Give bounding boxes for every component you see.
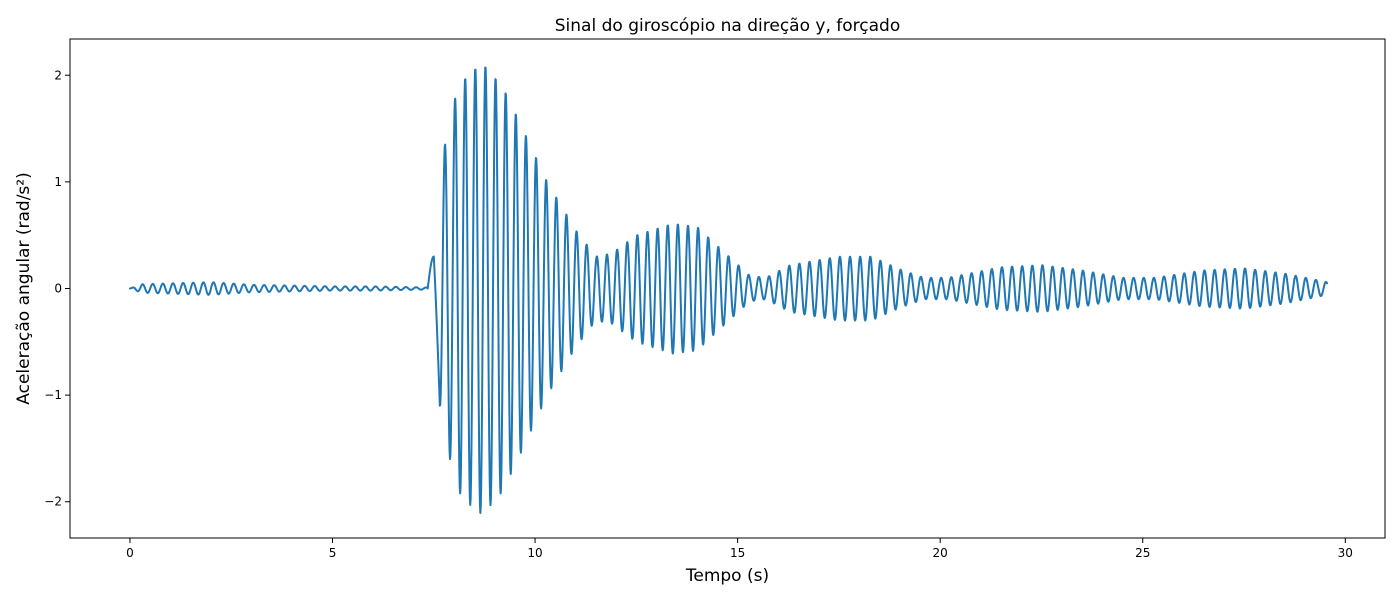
y-tick-label: −2 xyxy=(44,495,62,509)
x-tick-label: 15 xyxy=(730,546,745,560)
x-tick-label: 10 xyxy=(527,546,542,560)
series-line xyxy=(128,66,1329,514)
y-tick-label: 1 xyxy=(54,175,62,189)
x-tick-label: 0 xyxy=(126,546,134,560)
chart-title: Sinal do giroscópio na direção y, forçad… xyxy=(555,16,900,36)
x-axis-label: Tempo (s) xyxy=(685,566,769,586)
y-tick-label: −1 xyxy=(44,388,62,402)
x-tick-label: 25 xyxy=(1135,546,1150,560)
x-tick-label: 20 xyxy=(933,546,948,560)
x-axis-ticks: 0 5 10 15 20 25 30 xyxy=(126,538,1353,560)
y-tick-label: 2 xyxy=(54,68,62,82)
y-axis-label: Aceleração angular (rad/s²) xyxy=(14,172,34,404)
plot-area xyxy=(128,66,1329,514)
x-tick-label: 5 xyxy=(329,546,337,560)
y-tick-label: 0 xyxy=(54,282,62,296)
x-tick-label: 30 xyxy=(1338,546,1353,560)
y-axis-ticks: −2 −1 0 1 2 xyxy=(44,68,70,509)
